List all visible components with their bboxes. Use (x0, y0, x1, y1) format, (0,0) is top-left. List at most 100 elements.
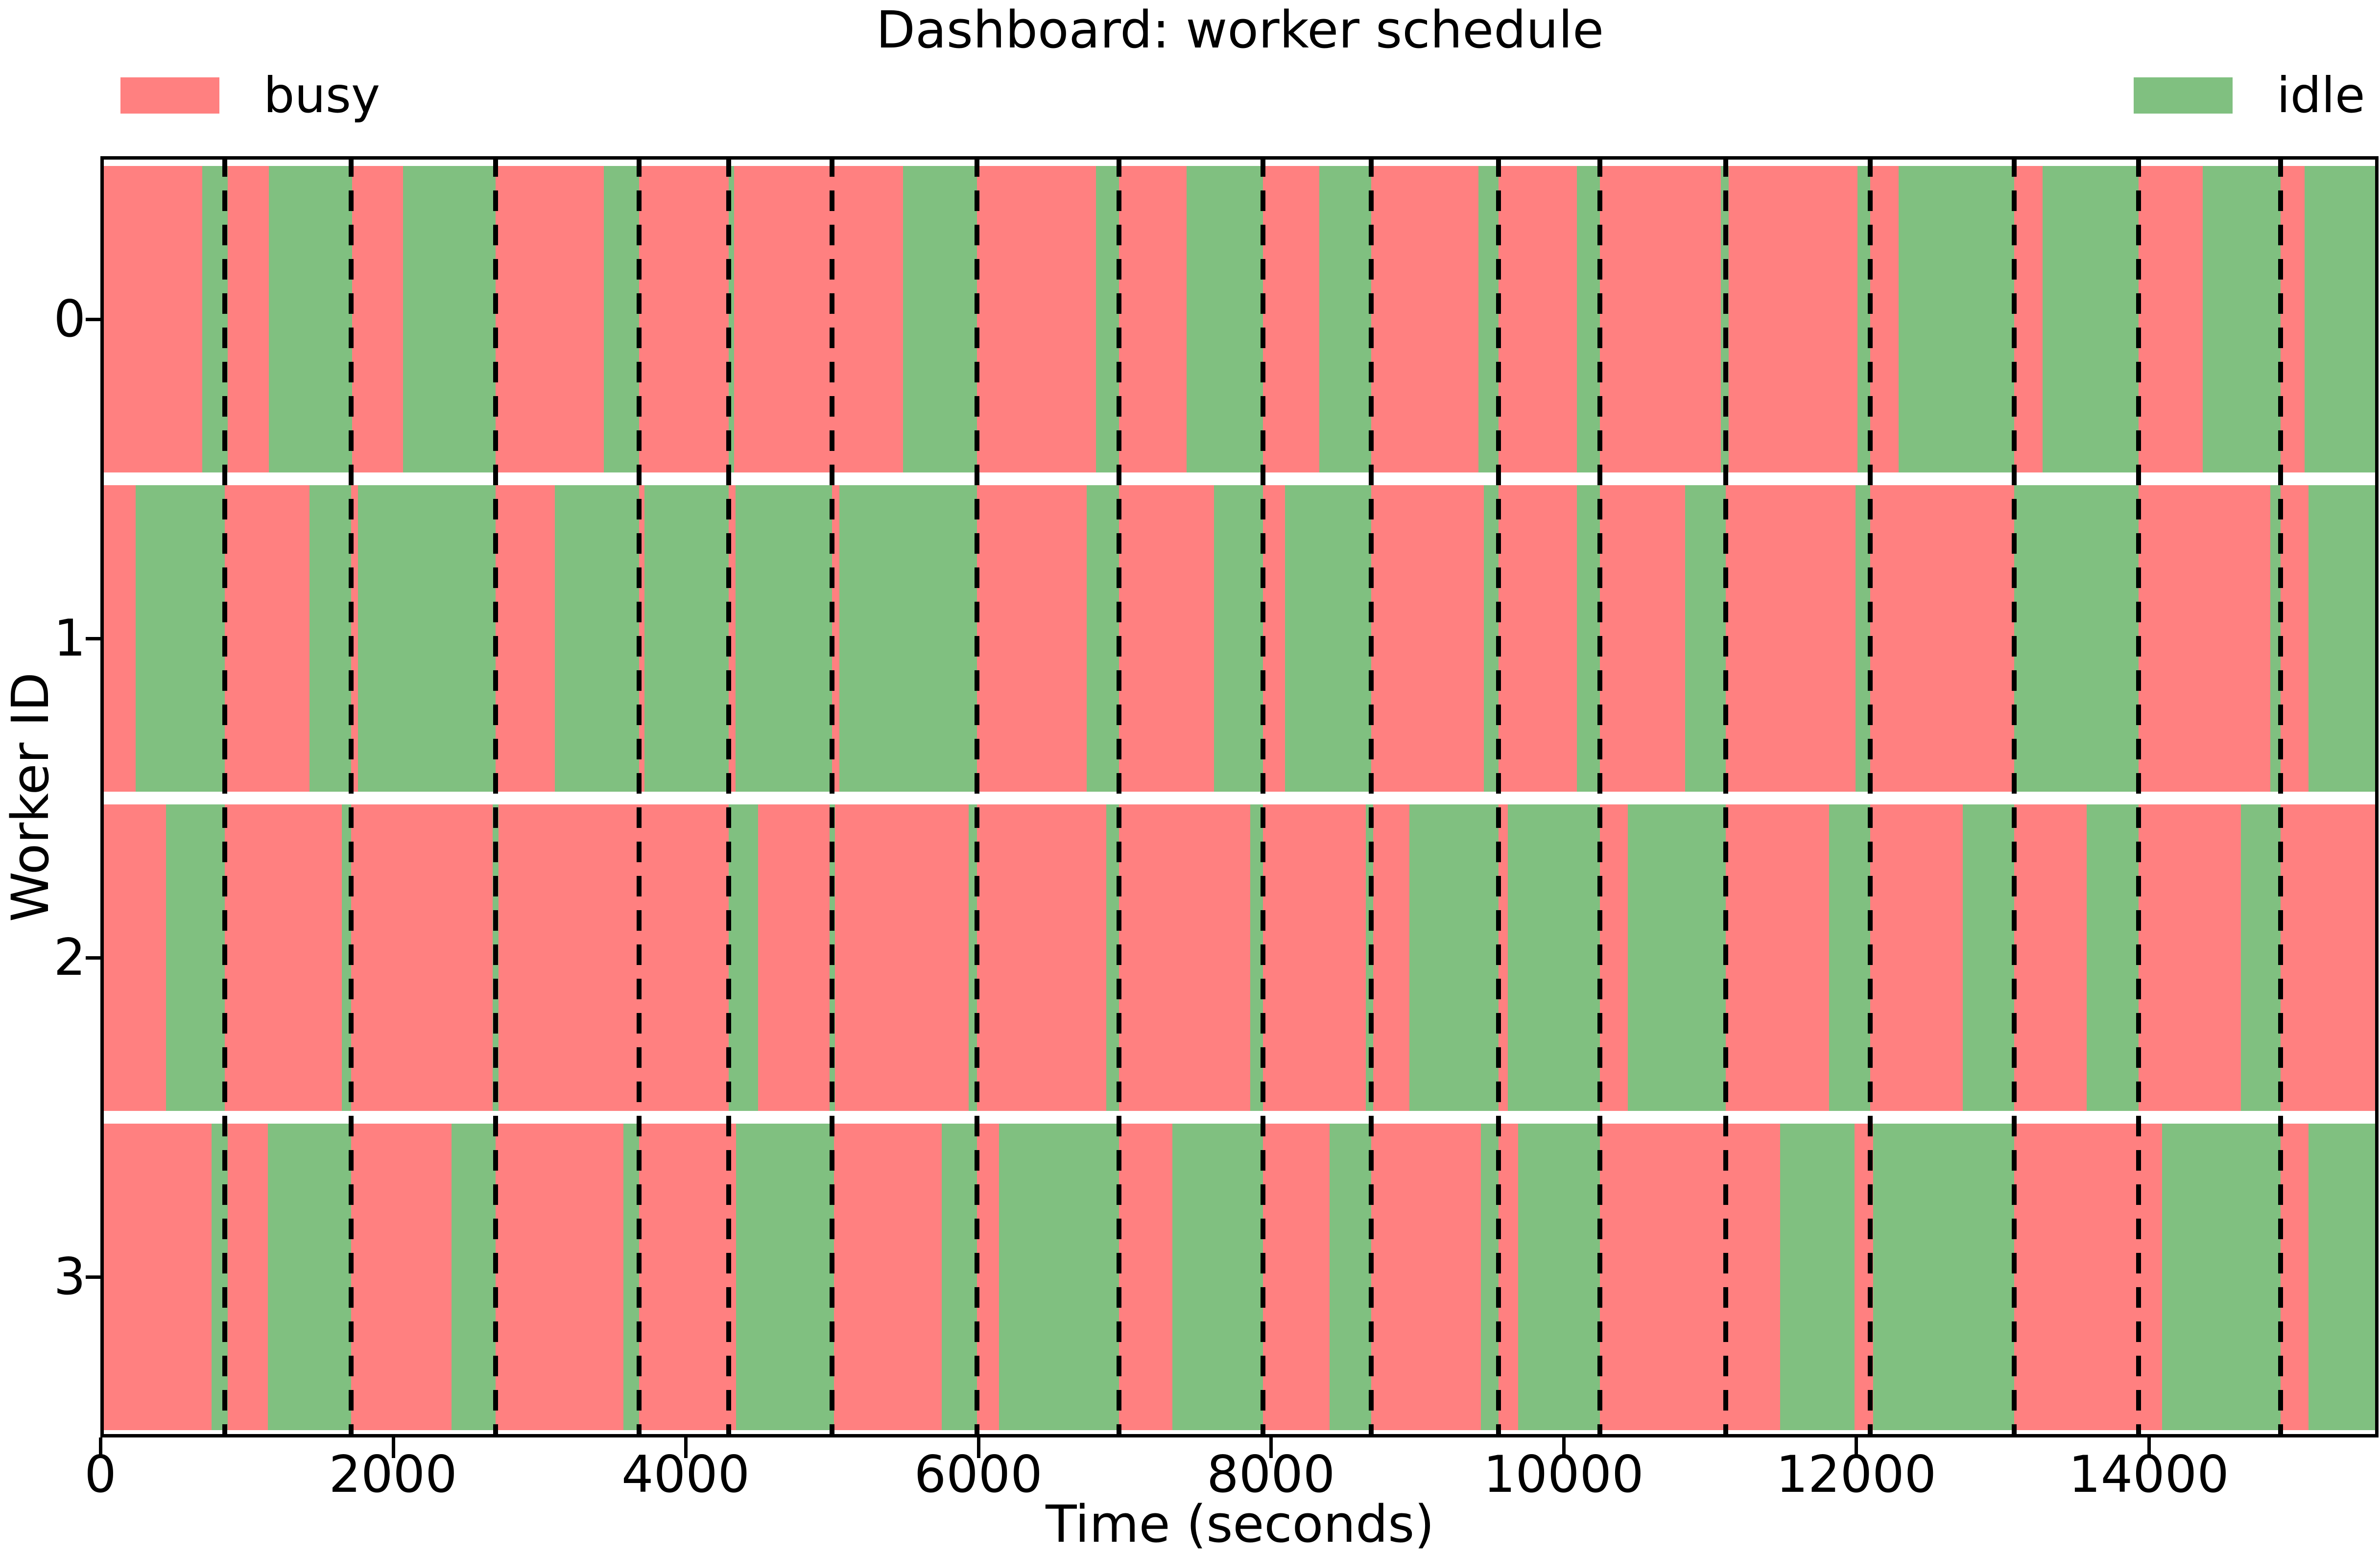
busy-segment (834, 1124, 942, 1430)
event-dashed-line (726, 156, 732, 1437)
busy-segment (1726, 804, 1830, 1111)
busy-segment (1371, 166, 1479, 472)
busy-segment (224, 804, 342, 1111)
event-dashed-line (2012, 156, 2017, 1437)
busy-segment (1870, 166, 1899, 472)
x-tick-label: 4000 (621, 1445, 750, 1504)
busy-segment (1262, 804, 1366, 1111)
y-tick-mark (86, 956, 100, 960)
event-dashed-line (222, 156, 227, 1437)
x-tick-label: 10000 (1483, 1445, 1644, 1504)
x-tick-mark (1269, 1437, 1273, 1458)
busy-segment (2139, 166, 2203, 472)
x-tick-label: 8000 (1207, 1445, 1335, 1504)
busy-segment (1600, 804, 1628, 1111)
busy-segment (976, 1124, 999, 1430)
busy-legend-label: busy (263, 67, 381, 124)
x-tick-label: 14000 (2069, 1445, 2229, 1504)
busy-segment (2280, 485, 2309, 792)
y-tick-mark (86, 637, 100, 640)
busy-segment (976, 485, 1087, 792)
left-spine (100, 156, 104, 1437)
worker-row-1 (100, 485, 2379, 792)
worker-row-2 (100, 804, 2379, 1111)
busy-segment (1371, 1124, 1481, 1430)
busy-segment (1262, 166, 1319, 472)
x-tick-mark (684, 1437, 688, 1458)
bottom-spine (100, 1434, 2379, 1437)
busy-segment (2139, 485, 2270, 792)
busy-segment (1262, 1124, 1330, 1430)
event-dashed-line (1116, 156, 1121, 1437)
busy-segment (834, 804, 969, 1111)
worker-row-3 (100, 1124, 2379, 1430)
right-spine (2375, 156, 2379, 1437)
busy-segment (976, 804, 1107, 1111)
legend-item-busy: busy (120, 69, 380, 122)
y-tick-label: 1 (53, 609, 86, 668)
idle-color-swatch (2134, 77, 2233, 114)
busy-segment (1119, 485, 1214, 792)
event-dashed-line (1723, 156, 1729, 1437)
busy-segment (639, 166, 729, 472)
worker-row-0 (100, 166, 2379, 472)
busy-segment (639, 1124, 737, 1430)
busy-segment (1119, 804, 1251, 1111)
busy-segment (1371, 485, 1484, 792)
busy-segment (1119, 1124, 1172, 1430)
event-dashed-line (1597, 156, 1603, 1437)
busy-segment (1600, 166, 1721, 472)
x-axis-label: Time (seconds) (1046, 1494, 1434, 1554)
busy-segment (1373, 804, 1409, 1111)
event-dashed-line (1867, 156, 1873, 1437)
x-tick-mark (2147, 1437, 2151, 1458)
busy-segment (498, 804, 729, 1111)
event-dashed-line (493, 156, 498, 1437)
y-axis-label: Worker ID (0, 672, 60, 922)
busy-segment (1119, 166, 1187, 472)
busy-segment (1498, 1124, 1519, 1430)
busy-segment (2280, 1124, 2309, 1430)
busy-segment (495, 166, 604, 472)
idle-legend-label: idle (2277, 67, 2365, 124)
busy-segment (352, 166, 404, 472)
y-tick-label: 3 (53, 1248, 86, 1306)
busy-segment (2280, 804, 2379, 1111)
x-tick-mark (99, 1437, 102, 1458)
busy-segment (224, 485, 310, 792)
busy-segment (976, 166, 1096, 472)
busy-segment (1600, 1124, 1780, 1430)
x-tick-mark (1855, 1437, 1858, 1458)
busy-segment (2014, 166, 2043, 472)
y-tick-mark (86, 1275, 100, 1279)
event-dashed-line (1368, 156, 1374, 1437)
busy-segment (227, 1124, 268, 1430)
busy-segment (100, 804, 167, 1111)
busy-segment (1870, 485, 2015, 792)
busy-segment (1726, 485, 1856, 792)
event-lines-layer (100, 156, 2379, 1437)
busy-segment (2280, 166, 2305, 472)
busy-segment (227, 166, 269, 472)
busy-segment (495, 485, 555, 792)
event-dashed-line (1260, 156, 1265, 1437)
busy-segment (100, 166, 202, 472)
event-dashed-line (2278, 156, 2283, 1437)
x-tick-label: 6000 (914, 1445, 1043, 1504)
busy-segment (1498, 166, 1577, 472)
legend-item-idle: idle (2134, 69, 2365, 122)
busy-segment (1729, 166, 1858, 472)
busy-segment (639, 485, 645, 792)
event-dashed-line (1496, 156, 1501, 1437)
busy-segment (2139, 804, 2241, 1111)
event-dashed-line (829, 156, 834, 1437)
event-dashed-line (2136, 156, 2141, 1437)
x-tick-label: 0 (84, 1445, 117, 1504)
x-tick-mark (976, 1437, 980, 1458)
busy-segment (2014, 804, 2087, 1111)
event-dashed-line (636, 156, 642, 1437)
busy-segment (100, 1124, 212, 1430)
x-tick-label: 12000 (1776, 1445, 1937, 1504)
busy-segment (734, 166, 903, 472)
axes-spines (100, 156, 2379, 1437)
